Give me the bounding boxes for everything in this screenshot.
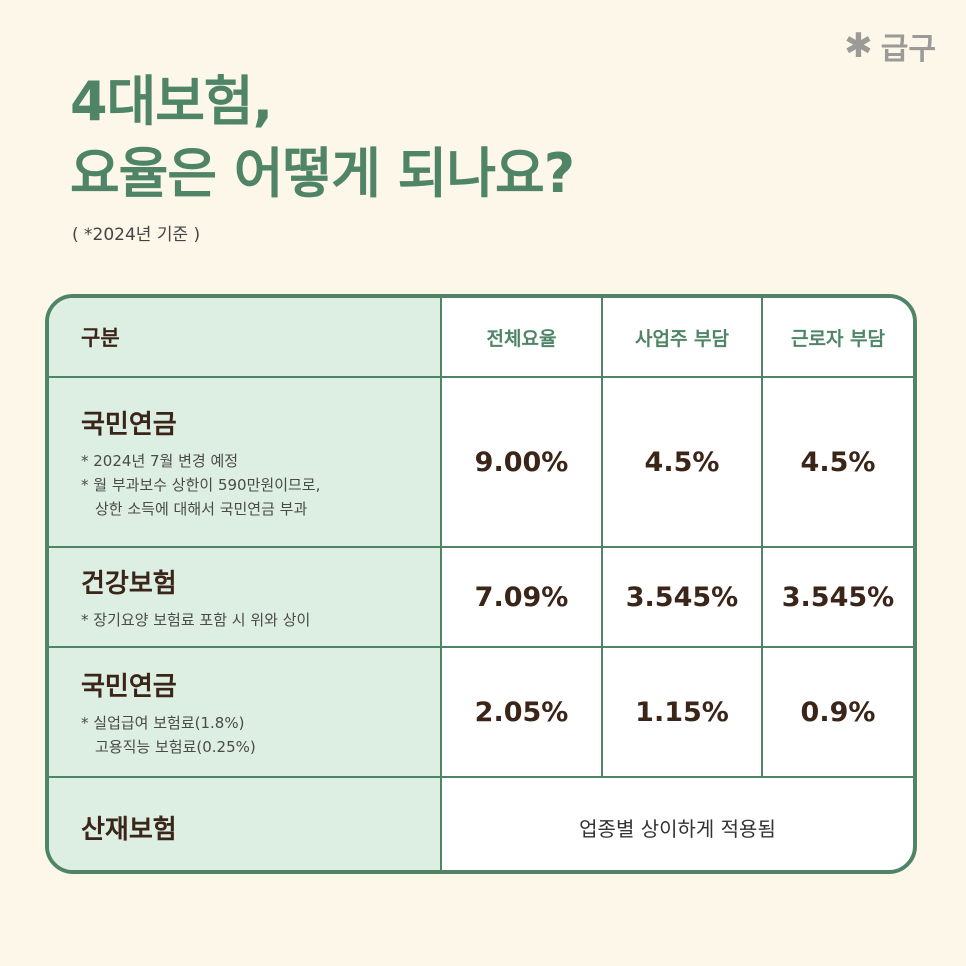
- total-rate: 2.05%: [440, 646, 603, 778]
- category-note: * 월 부과보수 상한이 590만원이므로,: [81, 475, 321, 494]
- table-row: 건강보험 * 장기요양 보험료 포함 시 위와 상이 7.09% 3.545% …: [49, 546, 913, 648]
- asterisk-icon: ✱: [844, 26, 873, 66]
- title-line-2: 요율은 어떻게 되나요?: [70, 142, 575, 205]
- employer-share: 1.15%: [601, 646, 763, 778]
- table-row: 국민연금 * 2024년 7월 변경 예정 * 월 부과보수 상한이 590만원…: [49, 376, 913, 548]
- table-row: 국민연금 * 실업급여 보험료(1.8%) 고용직능 보험료(0.25%) 2.…: [49, 646, 913, 778]
- brand-logo: ✱ 급구: [844, 24, 936, 68]
- row-category: 국민연금 * 2024년 7월 변경 예정 * 월 부과보수 상한이 590만원…: [49, 376, 442, 548]
- category-note: 고용직능 보험료(0.25%): [95, 737, 256, 756]
- employer-share: 4.5%: [601, 376, 763, 548]
- table-row: 산재보험 업종별 상이하게 적용됨: [49, 776, 913, 870]
- insurance-rate-table: 구분 전체요율 사업주 부담 근로자 부담 국민연금 * 2024년 7월 변경…: [45, 294, 917, 874]
- category-name: 산재보험: [81, 814, 177, 845]
- total-rate: 7.09%: [440, 546, 603, 648]
- category-name: 국민연금: [81, 409, 177, 440]
- employee-share: 4.5%: [761, 376, 913, 548]
- title-line-1: 4대보험,: [70, 70, 273, 133]
- header-employer-share: 사업주 부담: [601, 298, 763, 378]
- row-category: 국민연금 * 실업급여 보험료(1.8%) 고용직능 보험료(0.25%): [49, 646, 442, 778]
- page-title: 4대보험, 요율은 어떻게 되나요?: [70, 66, 575, 210]
- category-note: * 실업급여 보험료(1.8%): [81, 713, 245, 732]
- category-note: 상한 소득에 대해서 국민연금 부과: [95, 499, 308, 518]
- header-employee-share: 근로자 부담: [761, 298, 913, 378]
- brand-name: 급구: [880, 32, 936, 67]
- category-name: 국민연금: [81, 671, 177, 702]
- row-category: 산재보험: [49, 776, 442, 870]
- header-total-rate: 전체요율: [440, 298, 603, 378]
- category-note: * 2024년 7월 변경 예정: [81, 451, 239, 470]
- basis-note: ( *2024년 기준 ): [72, 225, 201, 245]
- employer-share: 3.545%: [601, 546, 763, 648]
- table-header-row: 구분 전체요율 사업주 부담 근로자 부담: [49, 298, 913, 378]
- header-category: 구분: [49, 298, 442, 378]
- merged-rate-note: 업종별 상이하게 적용됨: [440, 776, 913, 870]
- total-rate: 9.00%: [440, 376, 603, 548]
- category-name: 건강보험: [81, 568, 177, 599]
- employee-share: 3.545%: [761, 546, 913, 648]
- category-note: * 장기요양 보험료 포함 시 위와 상이: [81, 610, 311, 629]
- employee-share: 0.9%: [761, 646, 913, 778]
- row-category: 건강보험 * 장기요양 보험료 포함 시 위와 상이: [49, 546, 442, 648]
